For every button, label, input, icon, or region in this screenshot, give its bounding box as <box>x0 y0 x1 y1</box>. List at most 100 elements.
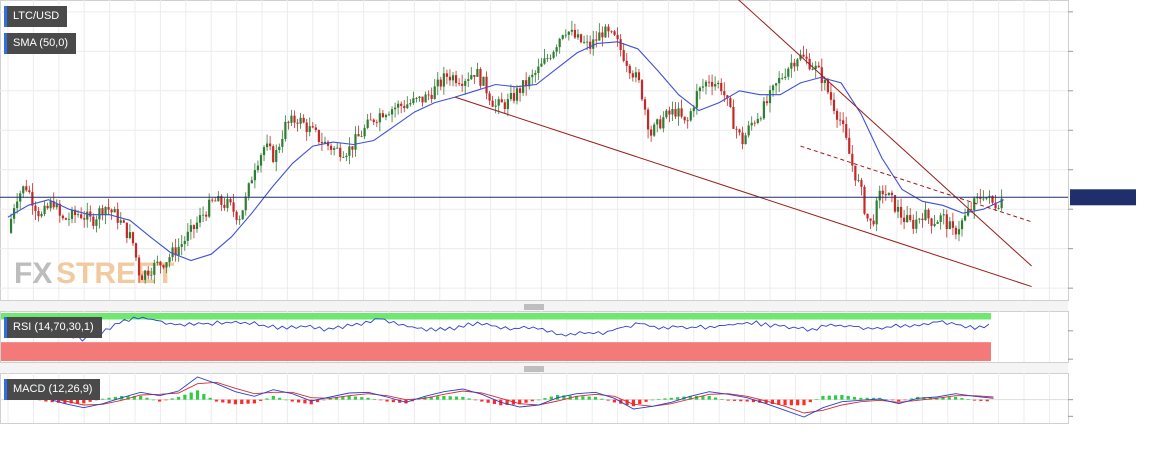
candle-down <box>631 73 634 78</box>
candle-up <box>784 76 787 78</box>
candle-up <box>189 225 192 232</box>
candle-up <box>16 201 19 209</box>
candle-down <box>866 213 869 219</box>
candle-up <box>924 209 927 221</box>
macd-histogram-bar-down <box>164 399 168 401</box>
candle-up <box>384 114 388 118</box>
candle-up <box>857 180 860 181</box>
macd-histogram-bar-up <box>537 399 541 401</box>
candle-down <box>320 141 324 144</box>
candle-down <box>122 220 125 223</box>
candle-down <box>680 108 683 117</box>
candle-down <box>726 95 729 99</box>
candle-up <box>552 51 555 58</box>
macd-histogram-bar-up <box>821 395 825 400</box>
macd-histogram-bar-up <box>871 397 876 400</box>
candle-down <box>293 115 296 123</box>
candle-up <box>988 195 991 198</box>
candle-up <box>717 82 720 85</box>
candle-up <box>790 62 793 69</box>
candle-up <box>366 119 369 128</box>
macd-indicator-tag[interactable]: MACD (12,26,9) <box>4 379 101 400</box>
macd-histogram-bar-up <box>713 397 718 400</box>
candle-down <box>793 62 796 67</box>
candle-up <box>582 41 586 43</box>
candle-down <box>110 209 113 213</box>
candle-up <box>275 149 278 162</box>
macd-histogram-bar-down <box>297 399 301 403</box>
macd-histogram-bar-down <box>404 399 408 404</box>
macd-histogram-bar-up <box>113 396 117 400</box>
candle-down <box>461 83 464 86</box>
macd-histogram-bar-down <box>385 399 389 402</box>
macd-histogram-bar-down <box>303 399 307 404</box>
candle-down <box>302 117 305 123</box>
candle-down <box>34 205 37 211</box>
macd-histogram-bar-up <box>909 398 913 400</box>
candle-down <box>125 222 128 239</box>
candle-down <box>403 105 406 109</box>
candle-up <box>762 101 766 119</box>
candle-up <box>183 240 186 245</box>
candle-up <box>586 41 589 43</box>
macd-histogram-bar-down <box>979 399 983 401</box>
candle-up <box>77 214 80 216</box>
macd-histogram-bar-down <box>890 399 895 401</box>
candle-down <box>595 39 598 41</box>
candle-up <box>701 86 705 88</box>
candle-down <box>650 129 653 136</box>
candle-up <box>259 155 263 166</box>
watermark-fx: FX <box>14 257 52 290</box>
macd-histogram-bar-up <box>581 396 585 400</box>
symbol-tag[interactable]: LTC/USD <box>4 6 68 27</box>
candle-up <box>262 147 266 156</box>
candle-up <box>750 122 753 126</box>
macd-histogram-bar-down <box>751 399 756 403</box>
candle-up <box>939 215 942 222</box>
rsi-indicator-tag[interactable]: RSI (14,70,30,1) <box>4 317 102 338</box>
macd-histogram-bar-down <box>492 399 497 405</box>
sma-indicator-tag[interactable]: SMA (50,0) <box>4 33 77 54</box>
candle-down <box>765 101 769 104</box>
candle-down <box>272 146 275 162</box>
candle-up <box>363 127 366 137</box>
macd-histogram-bar-down <box>227 399 231 404</box>
candle-down <box>930 218 933 226</box>
macd-histogram-bar-down <box>69 399 73 404</box>
candle-up <box>323 141 327 144</box>
candle-up <box>1000 198 1003 209</box>
macd-histogram-bar-up <box>884 399 888 400</box>
candle-up <box>598 32 601 41</box>
macd-histogram-bar-up <box>284 399 288 401</box>
rsi-macd-splitter[interactable] <box>0 363 1068 373</box>
channel-upper-dashed-trendline <box>800 145 1032 223</box>
candle-up <box>823 79 826 84</box>
macd-histogram-bar-down <box>739 399 743 402</box>
candle-up <box>960 220 964 230</box>
macd-histogram-bar-down <box>246 399 250 404</box>
macd-histogram-bar-up <box>442 395 446 400</box>
candle-up <box>265 143 269 148</box>
candle-up <box>878 190 881 201</box>
candle-down <box>485 76 488 94</box>
candle-up <box>534 73 537 75</box>
candle-down <box>881 190 884 195</box>
candle-up <box>963 215 967 221</box>
macd-histogram-bar-down <box>644 399 648 402</box>
candle-up <box>634 72 637 78</box>
candle-up <box>756 118 759 123</box>
macd-histogram-bar-down <box>240 399 244 405</box>
macd-histogram-bar-down <box>252 399 256 404</box>
candle-up <box>774 83 778 86</box>
macd-histogram-bar-down <box>612 399 617 403</box>
candle-up <box>665 110 668 118</box>
candle-up <box>985 197 988 199</box>
main-rsi-splitter[interactable] <box>0 301 1068 311</box>
candle-down <box>445 73 449 77</box>
candle-up <box>997 208 1000 209</box>
candle-up <box>86 211 89 220</box>
candle-up <box>67 218 71 220</box>
candle-down <box>951 221 954 228</box>
candle-down <box>921 218 924 221</box>
